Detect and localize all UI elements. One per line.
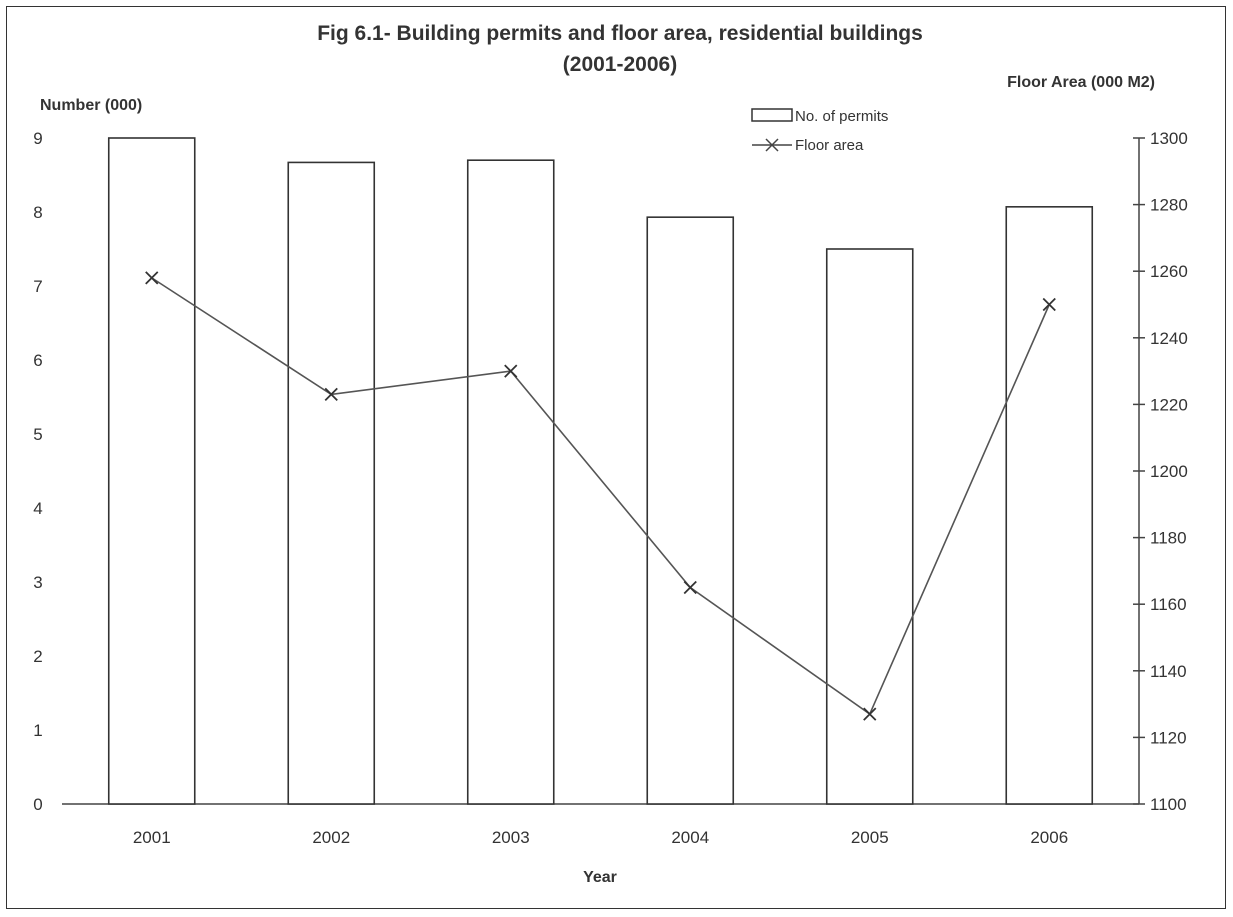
- bar-2006: [1005, 206, 1094, 805]
- y-axis-title: Number (000): [40, 97, 142, 114]
- y-tick-label: 0: [33, 795, 42, 814]
- bar-2001: [107, 137, 196, 805]
- y-tick-label: 3: [33, 573, 42, 592]
- y2-axis-ticks: 1100 1120 1140 1160 1180 1200 1220 1240 1260 1280…: [1133, 129, 1188, 814]
- x-tick-label: 2002: [312, 828, 350, 847]
- legend-swatch-permits: [751, 108, 793, 122]
- y-axis-ticks: 0 1 2 3 4 5 6 7 8 9: [33, 129, 42, 814]
- chart-title: Fig 6.1- Building permits and floor area…: [317, 22, 923, 45]
- y-tick-label: 5: [33, 425, 42, 444]
- bar-series-permits: [107, 137, 1094, 805]
- y-tick-label: 2: [33, 647, 42, 666]
- y2-tick-label: 1160: [1150, 595, 1187, 614]
- y2-tick-label: 1240: [1150, 329, 1188, 348]
- floor-area-point-2006: [1042, 297, 1056, 312]
- y-tick-label: 9: [33, 129, 42, 148]
- y-tick-label: 6: [33, 351, 42, 370]
- chart-frame: [6, 6, 1226, 909]
- y-tick-label: 7: [33, 277, 42, 296]
- y-tick-label: 4: [33, 499, 42, 518]
- bar-2005: [825, 248, 914, 805]
- floor-area-point-2004: [683, 580, 697, 595]
- legend: No. of permits Floor area: [751, 108, 888, 154]
- y2-tick-label: 1120: [1150, 728, 1187, 747]
- legend-label-floor-area: Floor area: [795, 137, 864, 154]
- floor-area-point-2005: [863, 707, 877, 721]
- y2-tick-label: 1300: [1150, 129, 1188, 148]
- y2-tick-label: 1180: [1150, 529, 1187, 548]
- bar-2003: [466, 159, 555, 805]
- bar-2004: [646, 216, 735, 805]
- x-tick-label: 2003: [492, 828, 530, 847]
- x-axis-title: Year: [583, 869, 617, 886]
- y2-tick-label: 1100: [1150, 795, 1187, 814]
- floor-area-point-2001: [145, 271, 159, 285]
- chart-subtitle: (2001-2006): [563, 53, 677, 76]
- x-tick-label: 2004: [671, 828, 709, 847]
- legend-marker-floor-area: [765, 138, 779, 152]
- floor-area-point-2003: [504, 364, 518, 378]
- floor-area-line: [151, 277, 1050, 716]
- y-tick-label: 8: [33, 203, 42, 222]
- y2-tick-label: 1220: [1150, 395, 1188, 414]
- x-tick-label: 2005: [851, 828, 889, 847]
- x-tick-label: 2006: [1030, 828, 1068, 847]
- y2-tick-label: 1260: [1150, 262, 1188, 281]
- floor-area-point-2002: [324, 387, 338, 402]
- legend-label-permits: No. of permits: [795, 108, 888, 125]
- y2-tick-label: 1200: [1150, 462, 1188, 481]
- y-tick-label: 1: [33, 721, 42, 740]
- x-axis-ticks: 2001 2002 2003 2004 2005 2006: [133, 828, 1068, 847]
- bar-2002: [287, 161, 376, 805]
- y2-tick-label: 1140: [1150, 662, 1187, 681]
- y2-tick-label: 1280: [1150, 196, 1188, 215]
- y2-axis-title: Floor Area (000 M2): [1007, 74, 1155, 91]
- line-series-floor-area: [145, 271, 1056, 721]
- x-tick-label: 2001: [133, 828, 171, 847]
